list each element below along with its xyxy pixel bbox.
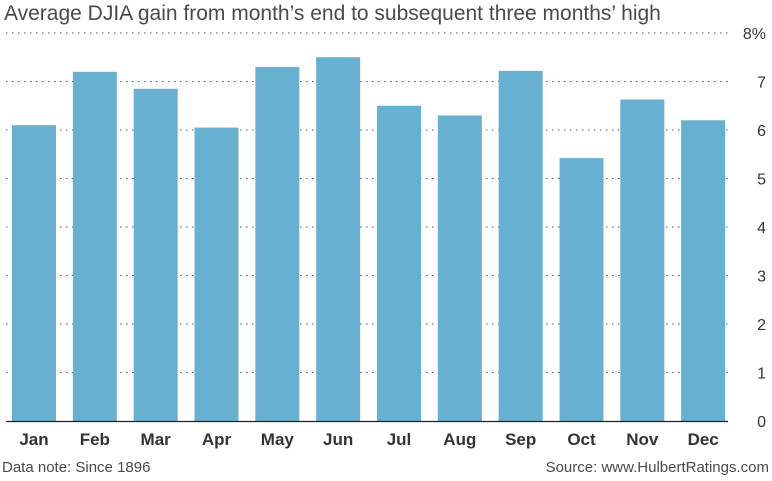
x-tick-label: Jan (19, 430, 48, 449)
x-tick-label: Jul (387, 430, 412, 449)
bar (12, 125, 56, 422)
y-tick-label: 4 (757, 220, 766, 237)
x-tick-label: Aug (443, 430, 476, 449)
bar (559, 158, 604, 421)
bar (681, 120, 726, 422)
x-tick-label: May (261, 430, 295, 449)
chart-title: Average DJIA gain from month’s end to su… (4, 2, 661, 25)
x-tick-label: Oct (567, 430, 596, 449)
y-tick-label: 0 (757, 414, 766, 431)
x-tick-label: Jun (323, 430, 353, 449)
y-axis-ticks: 0 1 2 3 4 5 6 7 8% (743, 26, 766, 431)
bar (72, 71, 117, 422)
data-note: Data note: Since 1896 (2, 459, 151, 476)
bar (620, 99, 665, 421)
x-axis-labels: Jan Feb Mar Apr May Jun Jul Aug Sep Oct Nov Dec (19, 430, 718, 449)
y-tick-label: 1 (757, 366, 766, 383)
y-tick-label: 3 (757, 269, 766, 286)
x-tick-label: Nov (626, 430, 659, 449)
x-tick-label: Apr (202, 430, 232, 449)
y-tick-label: 7 (757, 75, 766, 92)
bar (498, 70, 543, 421)
y-tick-label: 5 (757, 172, 766, 189)
bar (194, 127, 239, 421)
x-tick-label: Sep (505, 430, 536, 449)
x-tick-label: Mar (141, 430, 172, 449)
bar (437, 115, 482, 421)
bar (316, 57, 361, 421)
bar (133, 88, 178, 422)
bars (6, 57, 728, 423)
bar (255, 66, 300, 421)
y-tick-label: 8% (743, 26, 766, 43)
y-tick-label: 2 (757, 317, 766, 334)
source-note: Source: www.HulbertRatings.com (545, 459, 769, 476)
gridlines (6, 32, 728, 373)
x-tick-label: Feb (80, 430, 110, 449)
y-tick-label: 6 (757, 123, 766, 140)
bar (377, 105, 421, 421)
x-tick-label: Dec (688, 430, 719, 449)
